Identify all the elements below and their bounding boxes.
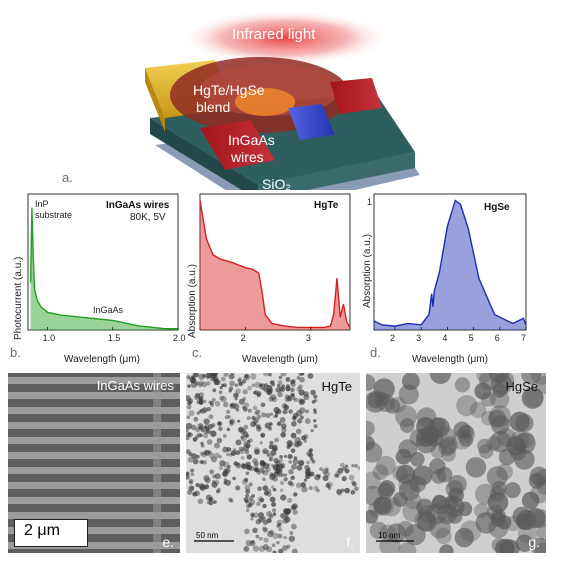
chart-c-frame [199,193,351,331]
panel-e-title: InGaAs wires [96,378,174,393]
panel-g-title: HgSe [505,379,538,394]
chart-d-xtick-label: 2 [390,333,395,343]
chart-b-annot-substrate-1: InP [35,199,49,209]
panel-f-letter: f. [346,534,354,550]
chart-b-title: InGaAs wires [106,200,170,211]
tem-hgse-nanocrystals [366,373,546,553]
chart-c-line [199,200,351,329]
chart-c: HgTe Absorption (a.u.) Wavelength (μm) 2… [187,193,351,365]
chart-c-title: HgTe [314,200,339,211]
chart-d-xtick-label: 3 [416,333,421,343]
panel-d-letter: d. [370,345,381,360]
panel-f-tem-image: HgTe 50 nm f. [186,373,360,553]
panel-e-letter: e. [162,534,174,550]
chart-b-ticks: 1.0 1.5 2.0 [43,327,186,343]
chart-c-ylabel: Absorption (a.u.) [187,264,198,338]
tem-hgte-nanocrystals [186,373,360,553]
panel-e-scale-label: 2 μm [24,522,60,539]
blend-label-line1: HgTe/HgSe [193,82,265,98]
device-schematic [145,10,420,212]
chart-b-subtitle: 80K, 5V [130,212,166,223]
chart-c-xtick-label: 3 [306,333,311,343]
chart-d-ylabel: Absorption (a.u.) [362,234,373,308]
panel-g-scale-label: 10 nm [378,531,401,540]
chart-b-xlabel: Wavelength (μm) [64,354,140,365]
panel-a-letter: a. [62,170,73,185]
chart-c-area [200,200,350,330]
panel-g-letter: g. [528,534,540,550]
chart-b-area [30,207,178,330]
blend-label-line2: blend [196,99,231,115]
chart-c-plot [199,200,351,330]
substrate-front [258,152,415,200]
substrate-side [150,118,258,200]
chart-d-ytick-top: 1 [367,197,372,207]
panel-g-tem-image: HgSe 10 nm g. [366,373,546,553]
chart-b-line [29,207,178,330]
chart-b-ylabel: Photocurrent (a.u.) [13,257,24,340]
chart-d-area [374,200,526,330]
chart-b-plot [29,207,178,330]
ingaas-wire-right [330,78,382,114]
chart-b-xtick-label: 1.5 [108,333,121,343]
chart-d-plot [373,199,527,330]
chart-d-frame [373,193,527,331]
infrared-light-label: Infrared light [232,26,316,43]
chart-b-annot-substrate-2: substrate [35,210,72,220]
chart-b-annot-ingaas: InGaAs [93,305,124,315]
wires-label-line1: InGaAs [228,132,275,148]
sem-wires [8,373,180,553]
chart-b-frame [27,193,179,331]
chart-d-ticks: 2 3 4 5 6 7 [390,327,527,343]
chart-d-line [373,199,527,327]
chart-b: InGaAs wires 80K, 5V InP substrate InGaA… [13,193,186,365]
panel-e-sem-image: InGaAs wires 2 μm e. [8,373,180,553]
chart-d: HgSe 1 Absorption (a.u.) Wavelength (μm)… [362,193,527,365]
chart-c-xtick-label: 2 [241,333,246,343]
blue-wire [288,104,335,140]
substrate-label: SiO₂ [262,176,291,192]
chart-b-xtick-label: 1.0 [43,333,56,343]
chart-d-xtick-label: 6 [495,333,500,343]
panel-a: Infrared light HgTe/HgSe blend InGaAs wi… [0,0,568,212]
panel-e-scalebar [14,519,88,547]
chart-b-xtick-label: 2.0 [173,333,186,343]
ingaas-wire [200,120,275,170]
chart-d-title: HgSe [484,202,510,213]
chart-d-xtick-label: 7 [521,333,526,343]
infrared-glow [180,10,390,66]
chart-d-xtick-label: 4 [442,333,447,343]
panel-f-scale-label: 50 nm [196,531,219,540]
chart-d-xtick-label: 5 [469,333,474,343]
wires-label-line2: wires [231,149,264,165]
panel-c-letter: c. [192,345,203,360]
charts-row: InGaAs wires 80K, 5V InP substrate InGaA… [13,193,527,365]
chart-c-xlabel: Wavelength (μm) [242,354,318,365]
chart-d-xlabel: Wavelength (μm) [412,354,488,365]
panel-f-title: HgTe [321,379,352,394]
panel-b-letter: b. [10,345,21,360]
